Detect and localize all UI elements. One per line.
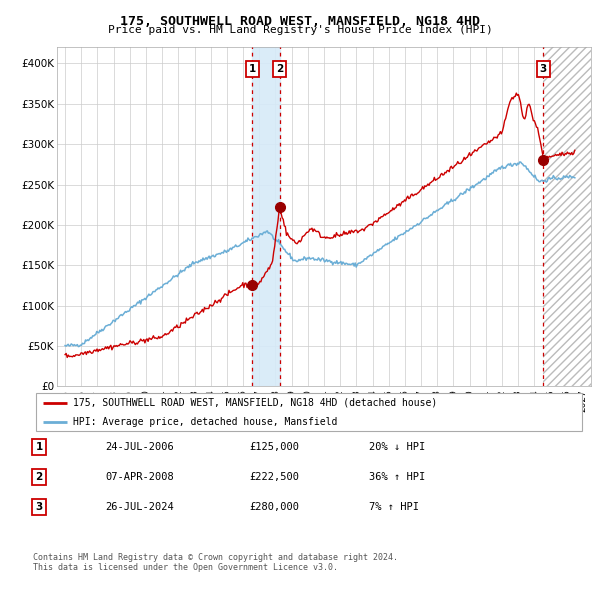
Text: £125,000: £125,000 <box>249 442 299 451</box>
Text: 26-JUL-2024: 26-JUL-2024 <box>105 502 174 512</box>
Text: 2: 2 <box>35 472 43 481</box>
Bar <box>252 47 280 386</box>
Text: 7% ↑ HPI: 7% ↑ HPI <box>369 502 419 512</box>
Text: HPI: Average price, detached house, Mansfield: HPI: Average price, detached house, Mans… <box>73 417 337 427</box>
Text: 20% ↓ HPI: 20% ↓ HPI <box>369 442 425 451</box>
Bar <box>544 47 591 386</box>
Text: £280,000: £280,000 <box>249 502 299 512</box>
Text: 1: 1 <box>248 64 256 74</box>
Text: £222,500: £222,500 <box>249 472 299 481</box>
Text: 3: 3 <box>540 64 547 74</box>
FancyBboxPatch shape <box>36 393 582 431</box>
Text: Price paid vs. HM Land Registry's House Price Index (HPI): Price paid vs. HM Land Registry's House … <box>107 25 493 35</box>
Text: Contains HM Land Registry data © Crown copyright and database right 2024.: Contains HM Land Registry data © Crown c… <box>33 553 398 562</box>
Text: 175, SOUTHWELL ROAD WEST, MANSFIELD, NG18 4HD (detached house): 175, SOUTHWELL ROAD WEST, MANSFIELD, NG1… <box>73 398 437 408</box>
Text: 1: 1 <box>35 442 43 451</box>
Text: 07-APR-2008: 07-APR-2008 <box>105 472 174 481</box>
Text: This data is licensed under the Open Government Licence v3.0.: This data is licensed under the Open Gov… <box>33 563 338 572</box>
Text: 24-JUL-2006: 24-JUL-2006 <box>105 442 174 451</box>
Text: 175, SOUTHWELL ROAD WEST, MANSFIELD, NG18 4HD: 175, SOUTHWELL ROAD WEST, MANSFIELD, NG1… <box>120 15 480 28</box>
Text: 2: 2 <box>276 64 283 74</box>
Text: 3: 3 <box>35 502 43 512</box>
Text: 36% ↑ HPI: 36% ↑ HPI <box>369 472 425 481</box>
